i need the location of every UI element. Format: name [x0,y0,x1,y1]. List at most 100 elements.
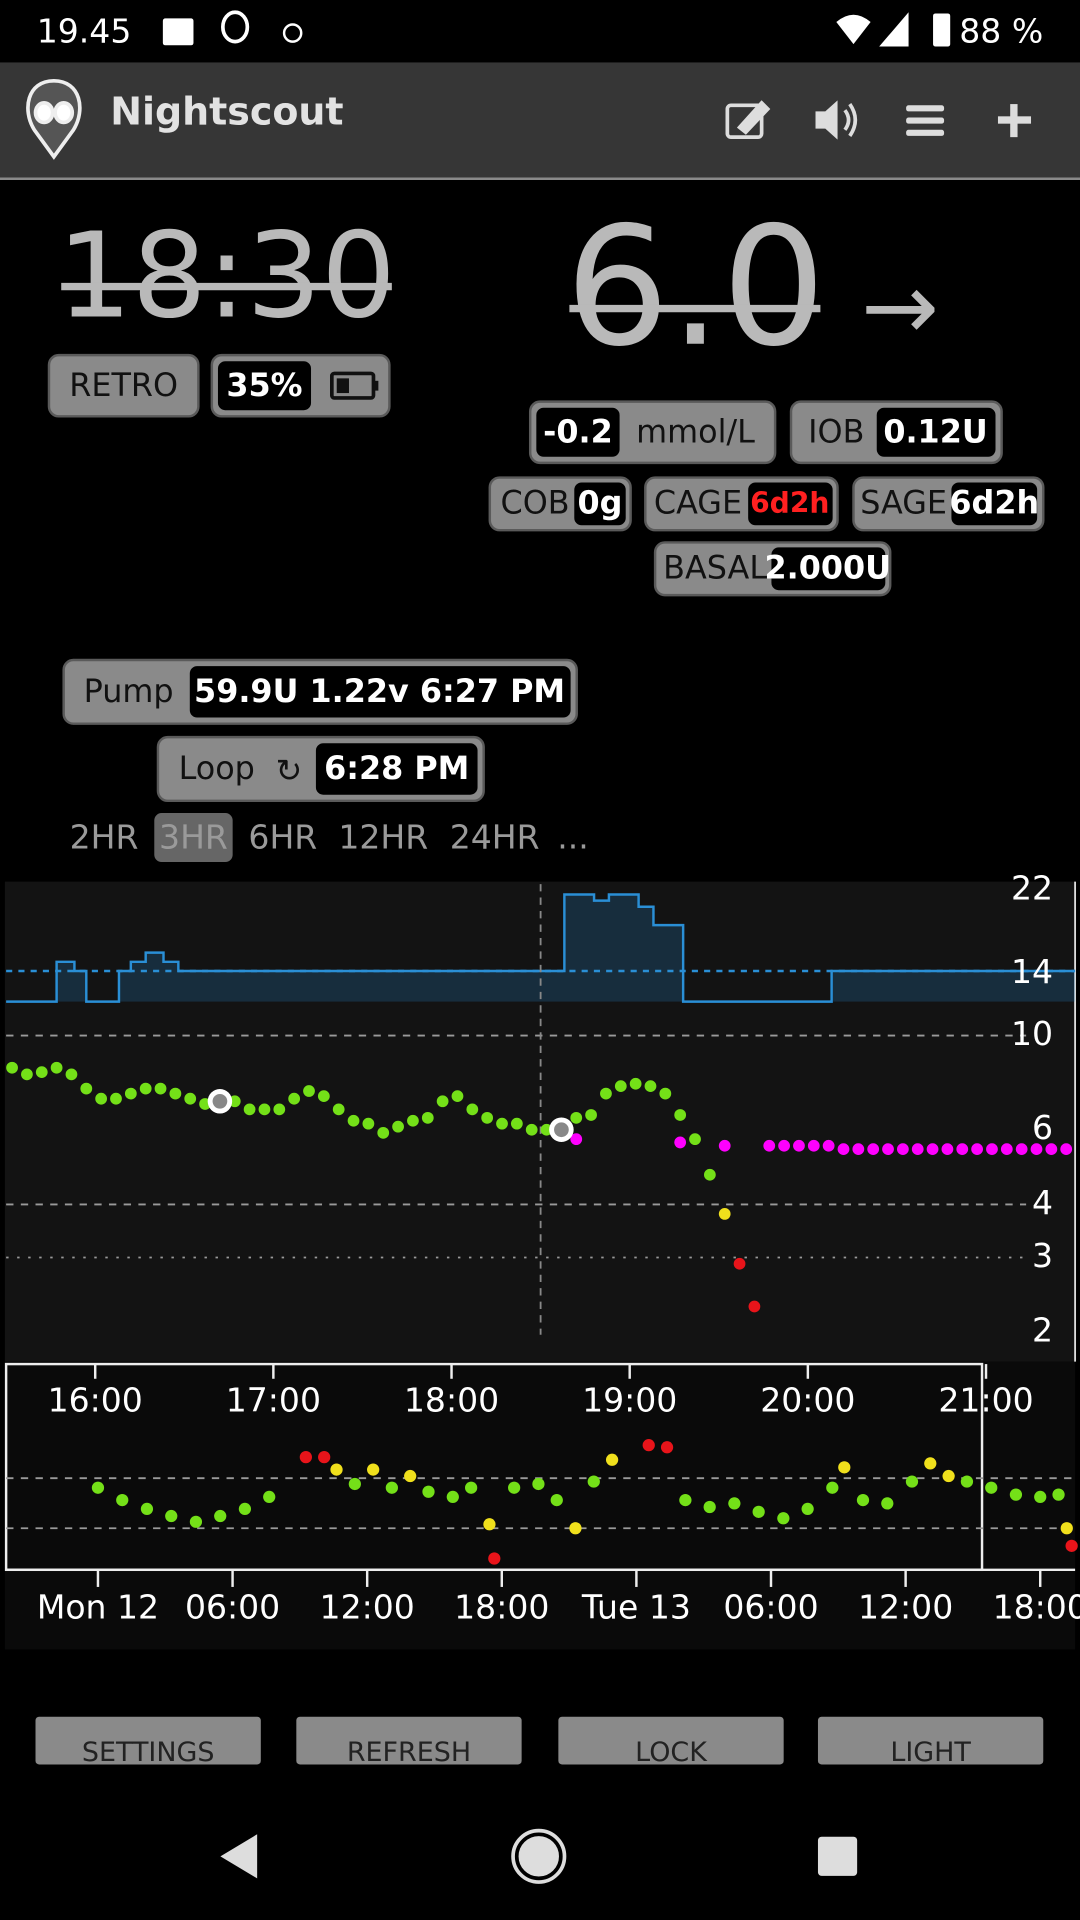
glucose-point [1045,1143,1058,1156]
glucose-point [481,1111,494,1124]
glucose-point [971,1143,983,1156]
y-tick-label: 2 [1032,1311,1053,1350]
add-button[interactable] [997,104,1032,138]
range-button[interactable]: 24HR [450,817,540,856]
navigator-point [140,1502,154,1516]
glucose-point [347,1114,360,1127]
glucose-point [837,1143,850,1156]
navigator-point [924,1457,937,1470]
navigator-point [330,1463,343,1476]
back-button[interactable] [220,1834,258,1879]
x-tick-label: 06:00 [185,1587,280,1626]
basal-line [6,893,1076,1003]
y-tick-label: 6 [1032,1108,1053,1147]
navigator-point [960,1475,974,1488]
clock: 18:30 [57,207,396,344]
glucose-point [377,1126,390,1139]
range-button[interactable]: 2HR [70,817,139,856]
glucose-point [184,1092,197,1105]
glucose-point [867,1143,880,1156]
glucose-point [1060,1143,1073,1156]
navigator-point [642,1439,655,1452]
basal-value: 2.000U [764,548,891,586]
navigator-point [569,1522,582,1535]
range-button[interactable]: 3HR [159,817,228,856]
button[interactable] [296,1716,522,1765]
button[interactable] [558,1716,784,1765]
glucose-point [21,1068,33,1081]
x-tick-label: Tue 13 [581,1587,691,1626]
menu-button[interactable] [906,105,945,136]
x-tick-label: 18:00 [404,1381,499,1420]
glucose-point [718,1139,731,1152]
glucose-point [139,1082,152,1095]
range-button[interactable]: ... [557,817,589,856]
x-tick-label: Mon 12 [37,1587,159,1626]
pump-inner [189,666,571,718]
glucose-point [510,1117,523,1130]
status-battery: 88 % [959,12,1043,51]
basal-inner [771,547,886,591]
recents-button[interactable] [817,1836,858,1876]
navigator-point [367,1463,380,1476]
edit-button[interactable] [725,100,771,139]
navigator-point [1065,1539,1078,1552]
treatment-center [212,1093,228,1109]
navigator-point [1009,1488,1023,1501]
status-time: 19.45 [37,12,132,51]
x-tick-label: 12:00 [320,1587,415,1626]
navigator-point [488,1552,501,1565]
cob-value: 0g [578,483,623,521]
home-button[interactable] [514,1832,563,1881]
y-tick-label: 14 [1011,952,1053,991]
navigator-point [605,1453,619,1466]
navigator-point [550,1493,563,1507]
glucose-point [258,1103,271,1116]
range-button[interactable]: 6HR [248,817,317,856]
glucose-point [748,1300,761,1313]
loop-symbol: ↻ [276,752,303,790]
range-selected [154,813,233,863]
navigator-point [263,1490,276,1504]
glucose-point [644,1080,657,1093]
cob-inner [574,482,626,526]
range-button[interactable]: 12HR [338,817,428,856]
glucose-point [986,1143,998,1156]
iob-label: IOB [808,412,864,450]
y-tick-label: 22 [1011,869,1053,908]
glucose-point [273,1103,286,1116]
glucose-point [763,1139,776,1152]
status-icons [162,10,951,47]
glucose-point [228,1095,241,1108]
basal-area [6,894,1076,1002]
navigator-point [318,1451,331,1464]
navigator-point [905,1475,919,1488]
glucose-point [882,1143,894,1156]
glucose-point [659,1087,672,1100]
navigator-point [728,1497,741,1510]
treatment-center [554,1122,569,1138]
glucose-point [110,1092,122,1105]
sound-button[interactable] [815,100,858,140]
navigator-point [777,1512,790,1525]
cob-label: COB [501,483,570,521]
glucose-point [956,1143,969,1156]
pump-value: 59.9U 1.22v 6:27 PM [194,672,565,710]
navigator-point [679,1493,692,1507]
glucose-point [614,1080,627,1093]
glucose-point [80,1082,93,1095]
x-tick-label: 18:00 [993,1587,1080,1626]
loop-label: Loop [179,749,255,787]
navigator-point [165,1509,178,1523]
button[interactable] [817,1716,1044,1765]
button[interactable] [35,1716,261,1765]
glucose-point [674,1109,687,1121]
navigator-point [116,1493,129,1507]
navigator-point [942,1469,955,1483]
glucose-point [525,1123,538,1136]
bg-value: 6.0 [565,192,826,383]
glucose-point [540,1123,553,1136]
cage-label: CAGE [654,483,742,521]
battery-inner [217,361,312,411]
navigator-point [703,1500,716,1514]
